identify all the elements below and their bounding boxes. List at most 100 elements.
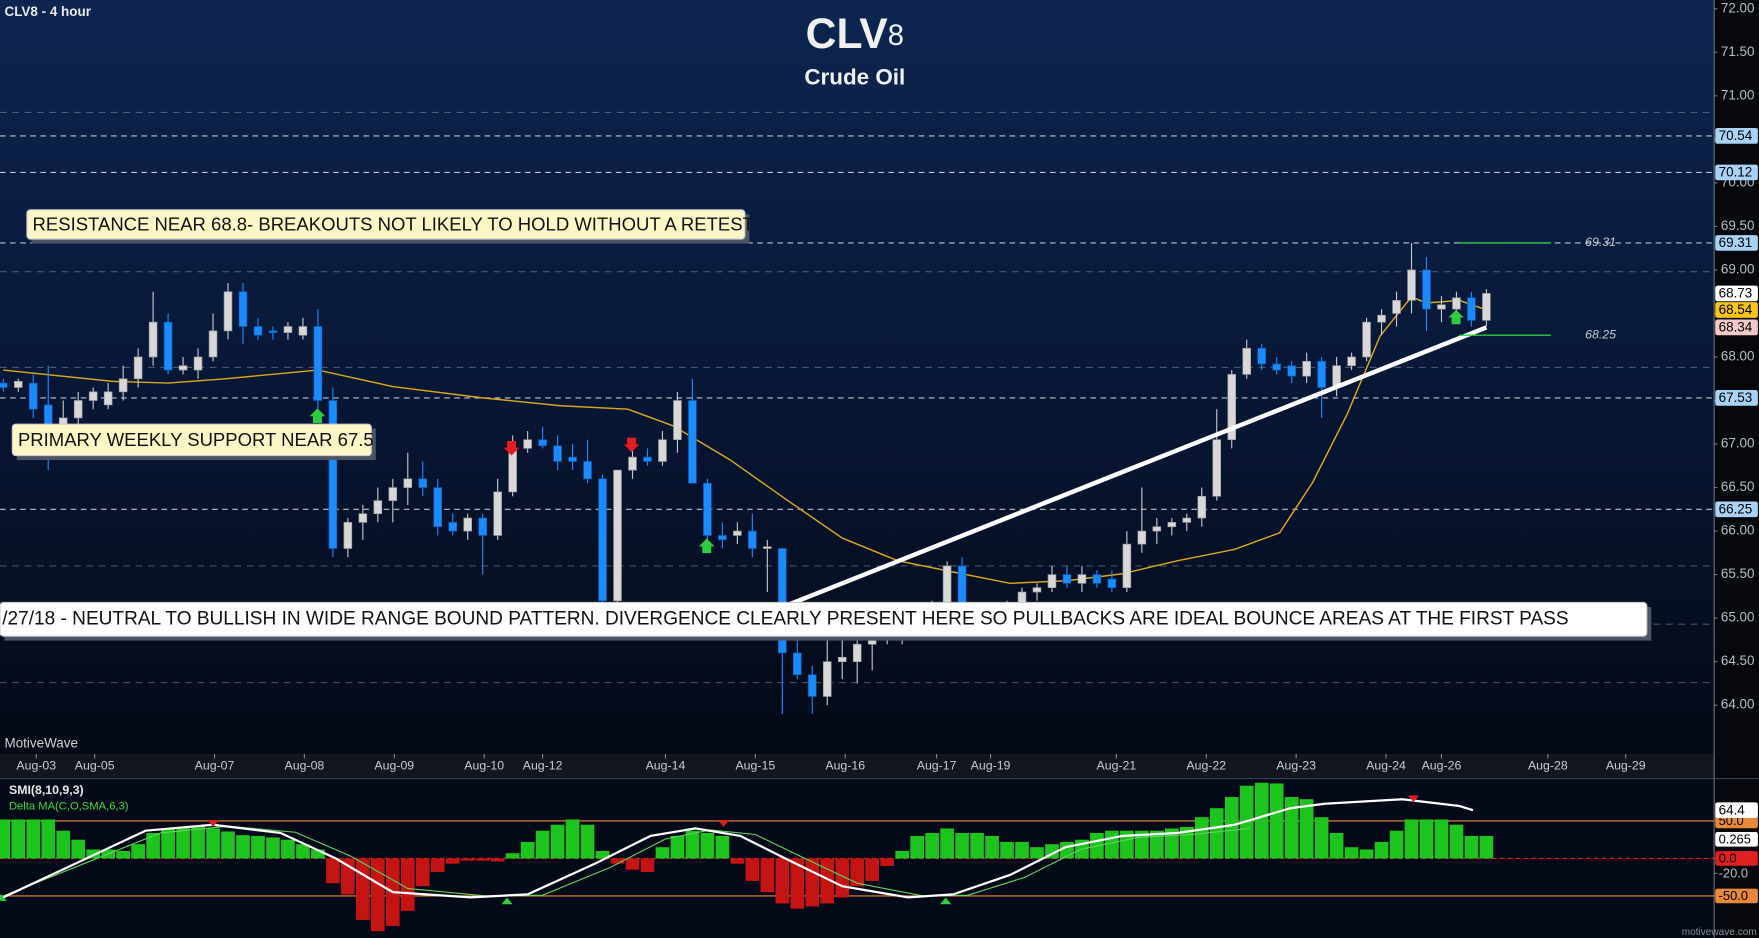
histogram-bar	[910, 835, 924, 859]
value-tag-label: 68.73	[1719, 286, 1753, 301]
value-tag	[1715, 390, 1758, 406]
candle-body	[1407, 269, 1416, 301]
x-tick-label: Aug-19	[971, 759, 1011, 773]
candle-body	[448, 522, 457, 532]
histogram-bar	[640, 858, 655, 872]
histogram-bar	[131, 844, 145, 859]
candle-body	[238, 291, 248, 327]
histogram-bar	[460, 858, 475, 861]
histogram-bar	[1419, 819, 1434, 859]
histogram-bar	[1359, 849, 1374, 859]
y-tick-label: 72.00	[1721, 0, 1755, 15]
candle-body	[373, 500, 383, 515]
candle-body	[583, 461, 592, 480]
histogram-bar	[1434, 819, 1449, 859]
histogram-bar	[326, 858, 340, 884]
candle-body	[0, 382, 8, 388]
candle-body	[688, 400, 697, 484]
y-tick-label: 68.00	[1721, 349, 1755, 364]
x-tick-label: Aug-08	[285, 759, 325, 773]
x-tick-label: Aug-26	[1422, 759, 1462, 773]
x-tick-label: Aug-17	[917, 759, 957, 773]
histogram-bar	[71, 839, 86, 859]
candle-body	[283, 326, 293, 333]
candle-body	[1287, 365, 1296, 377]
value-tag-label: 67.53	[1719, 390, 1753, 405]
candle-body	[28, 382, 38, 410]
candle-body	[253, 326, 263, 336]
value-tag-label: 68.34	[1719, 320, 1753, 335]
contract: 8	[888, 20, 904, 52]
value-tag-label: 70.12	[1719, 165, 1753, 180]
candle-body	[1302, 361, 1311, 377]
histogram-bar	[311, 849, 325, 859]
histogram-bar	[56, 830, 71, 859]
candle-body	[1347, 356, 1356, 367]
histogram-bar	[1015, 841, 1029, 859]
histogram-bar	[1299, 799, 1314, 859]
histogram-bar	[1464, 835, 1479, 859]
histogram-bar	[820, 858, 835, 904]
readout-label: 0.265	[1719, 831, 1751, 846]
trendline	[784, 325, 1488, 609]
chart-subtitle: Crude Oil	[804, 65, 905, 90]
candle-body	[1167, 522, 1177, 528]
histogram-bar	[715, 835, 730, 859]
annotation-text: RESISTANCE NEAR 68.8- BREAKOUTS NOT LIKE…	[33, 213, 754, 234]
candle-body	[1272, 363, 1281, 371]
histogram-bar	[490, 858, 505, 862]
annotation-text: /27/18 - NEUTRAL TO BULLISH IN WIDE RANG…	[2, 608, 1568, 629]
histogram-bar	[251, 835, 265, 859]
histogram-bar	[535, 830, 550, 859]
histogram-bar	[1449, 824, 1464, 859]
candle-body	[1137, 530, 1147, 545]
candle-body	[148, 321, 158, 358]
candle-body	[748, 530, 757, 549]
value-tag-label: 68.54	[1719, 302, 1753, 317]
histogram-bar	[865, 858, 880, 881]
candle-body	[1317, 361, 1326, 388]
histogram-bar	[1000, 841, 1014, 859]
value-tag	[1715, 319, 1758, 336]
histogram-bar	[700, 832, 715, 859]
histogram-bar	[445, 858, 460, 864]
y-tick-label: 66.50	[1721, 479, 1755, 494]
candle-body	[388, 487, 398, 501]
histogram-bar	[11, 819, 26, 859]
footer: motivewave.com	[1682, 927, 1757, 938]
candle-body	[1122, 543, 1132, 589]
candle-body	[433, 487, 443, 528]
histogram-bar	[895, 850, 909, 859]
candle-body	[1362, 321, 1371, 358]
histogram-bar	[805, 858, 820, 907]
candle-body	[1242, 347, 1251, 375]
candle-body	[1047, 574, 1057, 589]
histogram-bar	[550, 824, 565, 859]
symbol: CLV	[806, 10, 889, 58]
histogram-bar	[1344, 847, 1359, 859]
y-tick-label: 71.50	[1721, 44, 1755, 59]
histogram-bar	[595, 850, 610, 859]
signal-arrows	[0, 309, 1464, 905]
candle-body	[852, 643, 862, 663]
value-tag	[1715, 128, 1758, 144]
histogram-bar	[775, 858, 790, 904]
candle-body	[493, 491, 502, 536]
candle-body	[598, 478, 607, 602]
readout-tag	[1715, 832, 1758, 847]
y-tick-label: -50.0	[1719, 888, 1748, 903]
y-tick-label: 71.00	[1721, 87, 1755, 102]
histogram-bar	[1374, 841, 1389, 859]
value-axis	[1714, 0, 1759, 938]
candle-body	[808, 674, 817, 697]
indicator-subtitle: Delta MA(C,O,SMA,6,3)	[9, 801, 129, 813]
histogram-bar	[1194, 817, 1209, 859]
histogram-bar	[146, 832, 160, 859]
candle-body	[703, 482, 712, 536]
indicator-title: SMI(8,10,9,3)	[9, 783, 84, 797]
candle-body	[1227, 374, 1237, 441]
candle-body	[418, 478, 428, 488]
histogram-bar	[880, 858, 894, 866]
candle-body	[673, 400, 682, 441]
histogram-bar	[1389, 830, 1404, 859]
